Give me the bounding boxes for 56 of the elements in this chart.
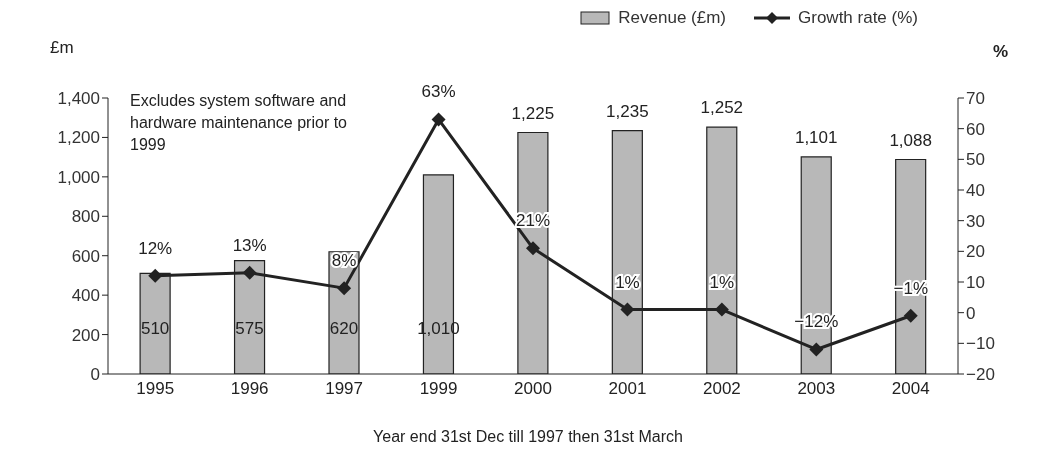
data-label: 1,101 bbox=[794, 127, 838, 147]
y-tick-label: 1,000 bbox=[57, 167, 100, 187]
point bbox=[809, 342, 824, 357]
y-tick-label: 800 bbox=[71, 207, 100, 227]
y2-tick-label: 30 bbox=[966, 211, 985, 231]
data-label: 575 bbox=[235, 319, 264, 338]
x-tick-label: 2003 bbox=[797, 379, 836, 399]
point bbox=[903, 308, 918, 323]
data-label: 620 bbox=[329, 319, 359, 338]
point bbox=[242, 265, 257, 280]
y2-tick-label: 70 bbox=[966, 89, 985, 109]
x-tick-label: 2004 bbox=[891, 379, 930, 399]
y-tick-label: 400 bbox=[71, 286, 100, 306]
y-tick-label: 600 bbox=[71, 246, 100, 266]
data-label: 13% bbox=[232, 235, 267, 255]
data-label: 1,252 bbox=[700, 98, 744, 118]
data-label: 510 bbox=[140, 319, 170, 338]
point bbox=[337, 281, 352, 296]
data-label: 1,225 bbox=[511, 103, 555, 123]
y2-axis-title: % bbox=[992, 42, 1008, 62]
data-label: 8% bbox=[331, 251, 357, 271]
y2-tick-label: 20 bbox=[966, 242, 985, 262]
data-label: 12% bbox=[138, 238, 173, 258]
data-label: 1,088 bbox=[889, 130, 932, 150]
x-tick-label: 1999 bbox=[419, 379, 458, 399]
legend-label: Revenue (£m) bbox=[617, 8, 727, 28]
y-tick-label: 1,200 bbox=[57, 128, 100, 148]
point bbox=[526, 241, 540, 256]
data-label: 1,235 bbox=[606, 101, 649, 121]
x-tick-label: 2000 bbox=[514, 379, 552, 399]
x-tick-label: 2001 bbox=[608, 379, 647, 399]
y2-tick-label: 40 bbox=[966, 181, 985, 201]
annotation: Excludes system software and hardware maintenance prior to 1999 bbox=[130, 91, 348, 155]
point bbox=[148, 268, 163, 283]
legend-label: Growth rate (%) bbox=[797, 8, 918, 28]
y-tick-label: 200 bbox=[71, 325, 100, 345]
y2-tick-label: −20 bbox=[966, 365, 995, 385]
point bbox=[620, 302, 635, 317]
data-label: 63% bbox=[421, 82, 456, 102]
y-tick-label: 0 bbox=[90, 365, 100, 385]
y2-tick-label: 10 bbox=[966, 273, 985, 293]
y2-tick-label: 50 bbox=[966, 150, 985, 170]
data-label: 1% bbox=[615, 272, 640, 292]
y-axis-title: £m bbox=[50, 38, 74, 58]
point bbox=[714, 302, 729, 317]
x-tick-label: 1996 bbox=[230, 379, 269, 399]
y2-tick-label: 0 bbox=[966, 303, 976, 323]
y2-tick-label: −10 bbox=[966, 334, 995, 354]
x-tick-label: 1997 bbox=[325, 379, 364, 399]
x-tick-label: 1995 bbox=[136, 379, 175, 399]
x-tick-label: 2002 bbox=[702, 379, 741, 399]
x-axis-title: Year end 31st Dec till 1997 then 31st March bbox=[372, 428, 684, 446]
point bbox=[431, 112, 446, 127]
data-label: 1% bbox=[709, 272, 735, 292]
y2-tick-label: 60 bbox=[966, 119, 985, 139]
y-tick-label: 1,400 bbox=[57, 89, 100, 109]
